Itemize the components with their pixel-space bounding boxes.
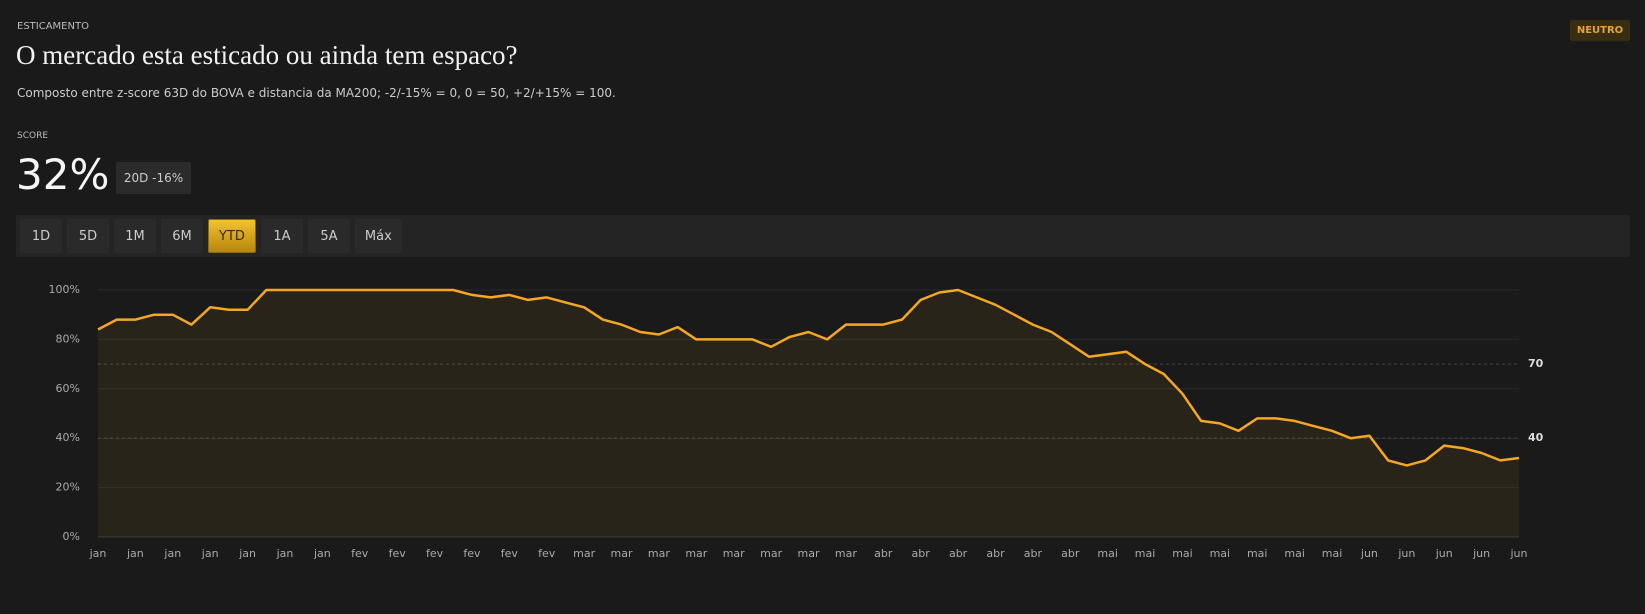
x-tick-label: mar <box>648 547 670 560</box>
x-tick-label: fev <box>463 547 481 560</box>
range-button[interactable]: Máx <box>354 219 402 253</box>
x-tick-label: jun <box>1472 547 1490 560</box>
score-value: 32% <box>16 150 110 199</box>
x-tick-label: fev <box>426 547 444 560</box>
y-tick-label: 40% <box>56 431 80 444</box>
y-tick-label: 0% <box>63 530 80 543</box>
title: O mercado esta esticado ou ainda tem esp… <box>16 40 518 70</box>
x-tick-label: jun <box>1397 547 1415 560</box>
y-tick-label: 100% <box>49 283 80 296</box>
reference-label: 70 <box>1528 357 1544 370</box>
x-tick-label: mar <box>611 547 633 560</box>
x-tick-label: jan <box>276 547 294 560</box>
range-bar: 1D 5D 1M 6M YTD 1A 5A Máx <box>16 215 1630 257</box>
range-button[interactable]: 5A <box>307 219 350 253</box>
x-tick-label: abr <box>949 547 968 560</box>
x-tick-label: mar <box>573 547 595 560</box>
x-tick-label: abr <box>912 547 931 560</box>
x-tick-label: mar <box>835 547 857 560</box>
reference-label: 40 <box>1528 431 1544 444</box>
x-tick-label: mai <box>1135 547 1156 560</box>
subtitle: Composto entre z-score 63D do BOVA e dis… <box>17 86 616 100</box>
x-tick-label: mai <box>1247 547 1268 560</box>
y-tick-label: 60% <box>56 382 80 395</box>
x-tick-label: abr <box>986 547 1005 560</box>
y-tick-label: 80% <box>56 332 80 345</box>
x-tick-label: mai <box>1284 547 1305 560</box>
x-tick-label: abr <box>1024 547 1043 560</box>
x-tick-label: mar <box>798 547 820 560</box>
x-tick-label: mar <box>685 547 707 560</box>
area <box>98 290 1519 537</box>
x-tick-label: mai <box>1097 547 1118 560</box>
x-tick-label: mai <box>1322 547 1343 560</box>
x-tick-label: jun <box>1510 547 1528 560</box>
range-button[interactable]: 1M <box>114 219 156 253</box>
x-tick-label: abr <box>874 547 893 560</box>
range-button[interactable]: 1A <box>260 219 303 253</box>
status-badge: NEUTRO <box>1570 20 1630 41</box>
x-tick-label: jan <box>126 547 144 560</box>
range-button[interactable]: 6M <box>161 219 203 253</box>
x-tick-label: mai <box>1172 547 1193 560</box>
score-label: SCORE <box>17 131 49 141</box>
x-tick-label: mai <box>1210 547 1231 560</box>
x-tick-label: fev <box>501 547 519 560</box>
x-tick-label: jan <box>313 547 331 560</box>
eyebrow: ESTICAMENTO <box>17 21 89 32</box>
x-tick-label: fev <box>538 547 556 560</box>
x-tick-label: jun <box>1435 547 1453 560</box>
x-tick-label: jan <box>238 547 256 560</box>
x-tick-label: jan <box>163 547 181 560</box>
range-button[interactable]: 1D <box>20 219 62 253</box>
range-button[interactable]: 5D <box>67 219 109 253</box>
x-tick-label: mar <box>760 547 782 560</box>
x-tick-label: fev <box>351 547 369 560</box>
x-tick-label: jun <box>1360 547 1378 560</box>
x-tick-label: abr <box>1061 547 1080 560</box>
x-tick-label: jan <box>201 547 219 560</box>
y-tick-label: 20% <box>56 481 80 494</box>
line <box>97 288 1520 467</box>
change-chip: 20D -16% <box>116 162 191 194</box>
x-tick-label: fev <box>389 547 407 560</box>
x-tick-label: jan <box>89 547 107 560</box>
range-button[interactable]: YTD <box>208 219 256 253</box>
x-tick-label: mar <box>723 547 745 560</box>
